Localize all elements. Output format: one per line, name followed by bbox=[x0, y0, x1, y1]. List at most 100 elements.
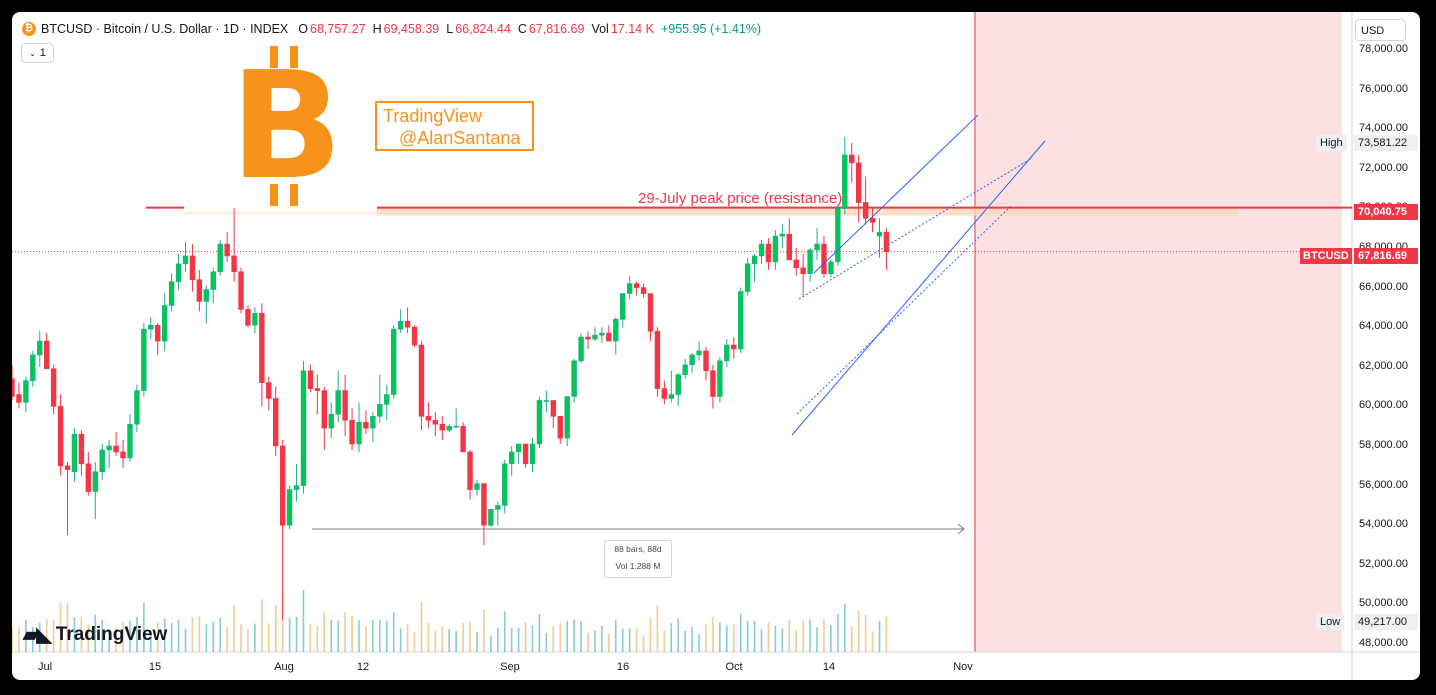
candle-body bbox=[689, 354, 695, 366]
candle-body bbox=[370, 415, 376, 429]
candle-body bbox=[356, 421, 362, 445]
low-value: 66,824.44 bbox=[455, 22, 511, 36]
open-label: O bbox=[298, 22, 308, 36]
candle-body bbox=[363, 421, 369, 429]
candle-body bbox=[349, 419, 355, 445]
time-tick-label: Sep bbox=[500, 661, 520, 673]
volume-bar bbox=[670, 623, 673, 652]
candle-body bbox=[189, 255, 196, 280]
resistance-zone-left bbox=[182, 211, 377, 215]
volume-bar bbox=[59, 603, 62, 652]
volume-bar bbox=[878, 621, 881, 652]
last-price-tag: 67,816.69 bbox=[1354, 248, 1418, 264]
candle-body bbox=[148, 324, 154, 330]
volume-bar bbox=[580, 621, 582, 652]
candle-body bbox=[543, 400, 550, 402]
volume-bar bbox=[198, 616, 201, 652]
candle-body bbox=[578, 336, 584, 362]
candle-body bbox=[307, 370, 314, 389]
candle-body bbox=[633, 283, 640, 288]
candle-body bbox=[744, 263, 751, 292]
chart-canvas[interactable] bbox=[12, 12, 1420, 680]
candle-body bbox=[321, 390, 327, 429]
candle-body bbox=[300, 370, 307, 486]
measure-bars: 88 bars, 88d bbox=[614, 544, 662, 554]
candle-body bbox=[57, 406, 64, 467]
volume-bar bbox=[372, 620, 374, 652]
candle-body bbox=[384, 394, 390, 405]
volume-bar bbox=[385, 620, 388, 652]
symbol-title[interactable]: BTCUSD · Bitcoin / U.S. Dollar · 1D · IN… bbox=[41, 22, 289, 36]
volume-bar bbox=[191, 617, 194, 652]
volume-bar bbox=[344, 612, 346, 652]
candle-body bbox=[529, 443, 536, 465]
volume-bar bbox=[108, 629, 110, 652]
volume-bar bbox=[247, 629, 249, 652]
high-label: H bbox=[372, 22, 382, 36]
volume-bar bbox=[267, 623, 270, 652]
candle-body bbox=[446, 425, 452, 431]
candle-body bbox=[862, 202, 869, 219]
candle-body bbox=[418, 344, 425, 417]
volume-bar bbox=[150, 630, 152, 652]
last-symbol-tag: BTCUSD bbox=[1300, 248, 1352, 264]
close-label: C bbox=[517, 22, 527, 36]
volume-bar bbox=[649, 617, 652, 652]
volume-bar bbox=[18, 627, 20, 652]
volume-bar bbox=[830, 624, 832, 652]
volume-bar bbox=[656, 605, 659, 652]
currency-selector[interactable]: USD bbox=[1355, 19, 1406, 41]
candle-body bbox=[99, 449, 105, 473]
interval-dropdown[interactable]: ⌄ 1 bbox=[21, 43, 54, 63]
candle-body bbox=[828, 261, 834, 275]
candle-body bbox=[16, 394, 22, 403]
volume-bar bbox=[170, 622, 173, 652]
tradingview-logo-icon: ▰◣ bbox=[23, 624, 52, 646]
low-label: L bbox=[446, 22, 454, 36]
candle-body bbox=[279, 445, 286, 526]
candle-body bbox=[724, 344, 730, 362]
author-box[interactable]: TradingView @AlanSantana bbox=[375, 101, 534, 151]
candle-body bbox=[869, 218, 876, 223]
volume-bar bbox=[309, 623, 312, 652]
volume-bar bbox=[601, 625, 603, 652]
price-tick-label: 60,000.00 bbox=[1359, 399, 1408, 412]
tradingview-watermark: ▰◣ TradingView bbox=[23, 622, 167, 647]
volume-bar bbox=[628, 628, 631, 652]
candle-body bbox=[765, 243, 772, 263]
price-tick-label: 62,000.00 bbox=[1359, 359, 1408, 372]
volume-bar bbox=[66, 602, 69, 652]
candle-body bbox=[467, 451, 473, 490]
channel-upper-line bbox=[813, 114, 979, 274]
volume-bar bbox=[545, 633, 548, 652]
volume-bar bbox=[573, 619, 575, 652]
volume-bar bbox=[823, 619, 825, 652]
candle-body bbox=[411, 326, 418, 346]
volume-bar bbox=[559, 622, 562, 652]
time-tick-label: 16 bbox=[616, 661, 630, 673]
candle-body bbox=[855, 162, 862, 203]
volume-bar bbox=[94, 614, 97, 652]
candle-body bbox=[800, 267, 806, 275]
volume-bar bbox=[212, 621, 215, 652]
candle-body bbox=[404, 320, 411, 328]
candle-body bbox=[495, 505, 501, 510]
volume-bar bbox=[503, 611, 506, 652]
candle-body bbox=[793, 259, 799, 269]
volume-value: 17.14 K bbox=[610, 22, 654, 36]
price-tick-label: 74,000.00 bbox=[1359, 122, 1408, 135]
volume-bar bbox=[712, 616, 714, 652]
candle-body bbox=[592, 334, 598, 340]
resistance-annotation[interactable]: 29-July peak price (resistance) bbox=[638, 190, 843, 207]
candle-body bbox=[737, 291, 744, 350]
measure-volume: Vol 1.288 M bbox=[615, 561, 661, 571]
price-tick-label: 48,000.00 bbox=[1359, 637, 1408, 649]
low-price-tag: 49,217.00 bbox=[1354, 614, 1418, 630]
volume-bar bbox=[295, 616, 298, 652]
chart-panel[interactable]: ₿ BTCUSD · Bitcoin / U.S. Dollar · 1D · … bbox=[12, 12, 1420, 680]
volume-bar bbox=[663, 630, 666, 652]
candle-body bbox=[328, 414, 334, 429]
high-price-tag: 73,581.22 bbox=[1354, 135, 1418, 151]
volume-bar bbox=[399, 628, 402, 652]
candle-body bbox=[37, 340, 43, 356]
